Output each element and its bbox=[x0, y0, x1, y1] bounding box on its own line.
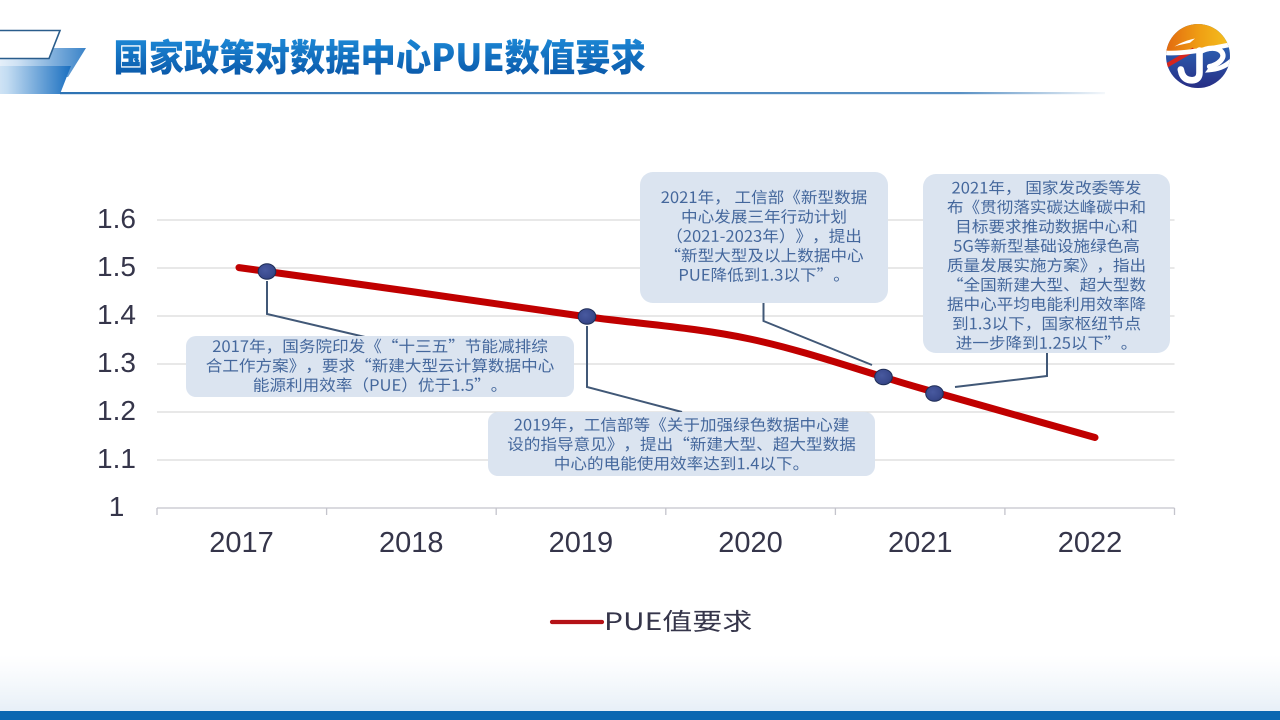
svg-text:2022: 2022 bbox=[1058, 527, 1123, 559]
svg-text:1: 1 bbox=[109, 491, 125, 522]
svg-text:1.5: 1.5 bbox=[97, 251, 136, 282]
svg-text:2020: 2020 bbox=[718, 527, 783, 559]
svg-text:2019: 2019 bbox=[549, 527, 614, 559]
svg-text:2021: 2021 bbox=[888, 527, 953, 559]
svg-text:1.2: 1.2 bbox=[97, 395, 136, 426]
svg-text:2018: 2018 bbox=[379, 527, 444, 559]
svg-text:1.6: 1.6 bbox=[97, 203, 136, 234]
svg-text:1.3: 1.3 bbox=[97, 347, 136, 378]
svg-text:2017: 2017 bbox=[209, 527, 274, 559]
svg-text:1.1: 1.1 bbox=[97, 443, 136, 474]
svg-text:1.4: 1.4 bbox=[97, 299, 136, 330]
